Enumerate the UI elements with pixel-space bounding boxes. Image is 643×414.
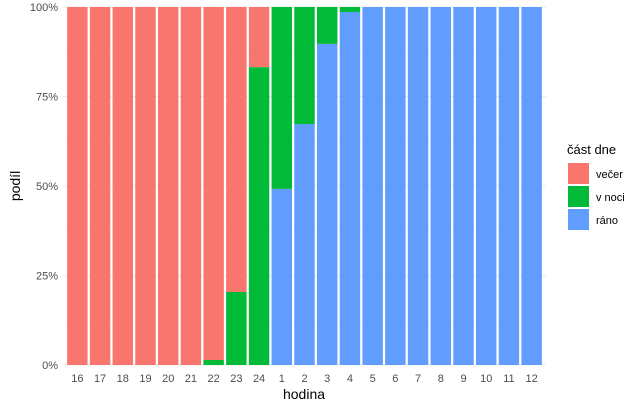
bar-segment-ráno: [453, 7, 474, 365]
x-tick-label: 22: [208, 373, 220, 385]
x-tick-label: 6: [392, 373, 398, 385]
y-tick-label: 100%: [30, 2, 58, 14]
bar-segment-v-noci: [248, 67, 270, 366]
bar-segment-ráno: [362, 7, 383, 365]
bar-segment-večer: [226, 7, 247, 292]
y-tick-label: 50%: [36, 181, 58, 193]
bar-segment-v-noci: [294, 7, 315, 125]
x-tick-label: 4: [347, 373, 353, 385]
bar-segment-v-noci: [203, 359, 224, 365]
legend-swatch: [568, 163, 589, 184]
bar-segment-večer: [67, 7, 88, 365]
x-tick-label: 18: [117, 373, 129, 385]
x-tick-label: 8: [438, 373, 444, 385]
x-tick-label: 7: [415, 373, 421, 385]
bar-segment-ráno: [407, 7, 429, 365]
x-tick-label: 9: [460, 373, 466, 385]
y-tick-label: 75%: [36, 92, 58, 104]
bar-segment-večer: [157, 7, 179, 365]
x-tick-label: 12: [526, 373, 538, 385]
x-tick-label: 1: [279, 373, 285, 385]
legend-swatch: [568, 209, 589, 230]
x-tick-label: 17: [94, 373, 106, 385]
x-tick-label: 5: [370, 373, 376, 385]
x-tick-label: 24: [253, 373, 265, 385]
bar-segment-večer: [112, 7, 134, 365]
legend-swatch: [568, 186, 589, 207]
x-axis-label: hodina: [283, 386, 325, 402]
bar-segment-večer: [203, 7, 224, 360]
y-tick-label: 0%: [42, 360, 58, 372]
x-tick-label: 10: [480, 373, 492, 385]
x-tick-label: 21: [185, 373, 197, 385]
bar-segment-ráno: [521, 7, 542, 365]
y-axis-label: podíl: [7, 171, 23, 201]
x-tick-label: 20: [162, 373, 174, 385]
bar-segment-večer: [180, 7, 202, 365]
x-tick-label: 16: [71, 373, 83, 385]
x-tick-label: 23: [230, 373, 242, 385]
legend-label: ráno: [596, 215, 618, 227]
bar-segment-v-noci: [316, 7, 338, 44]
bar-segment-v-noci: [339, 7, 361, 13]
bar-segment-ráno: [385, 7, 406, 365]
x-tick-label: 11: [503, 373, 514, 385]
bar-segment-ráno: [475, 7, 497, 365]
legend-label: v noci: [596, 192, 625, 204]
legend-title: část dne: [567, 142, 616, 157]
bar-segment-večer: [248, 7, 270, 68]
bar-segment-ráno: [294, 124, 315, 365]
bar-segment-ráno: [339, 12, 361, 366]
x-tick-label: 2: [301, 373, 307, 385]
bar-segment-ráno: [271, 188, 293, 365]
legend-label: večer: [596, 169, 623, 181]
bar-segment-ráno: [430, 7, 452, 365]
y-tick-label: 25%: [36, 271, 58, 283]
bar-segment-večer: [89, 7, 111, 365]
bar-segment-v-noci: [271, 7, 293, 189]
bar-segment-ráno: [316, 43, 338, 366]
x-tick-label: 3: [324, 373, 330, 385]
bar-segment-v-noci: [226, 291, 247, 365]
bar-segment-ráno: [498, 7, 520, 365]
x-tick-label: 19: [139, 373, 151, 385]
bar-segment-večer: [135, 7, 156, 365]
